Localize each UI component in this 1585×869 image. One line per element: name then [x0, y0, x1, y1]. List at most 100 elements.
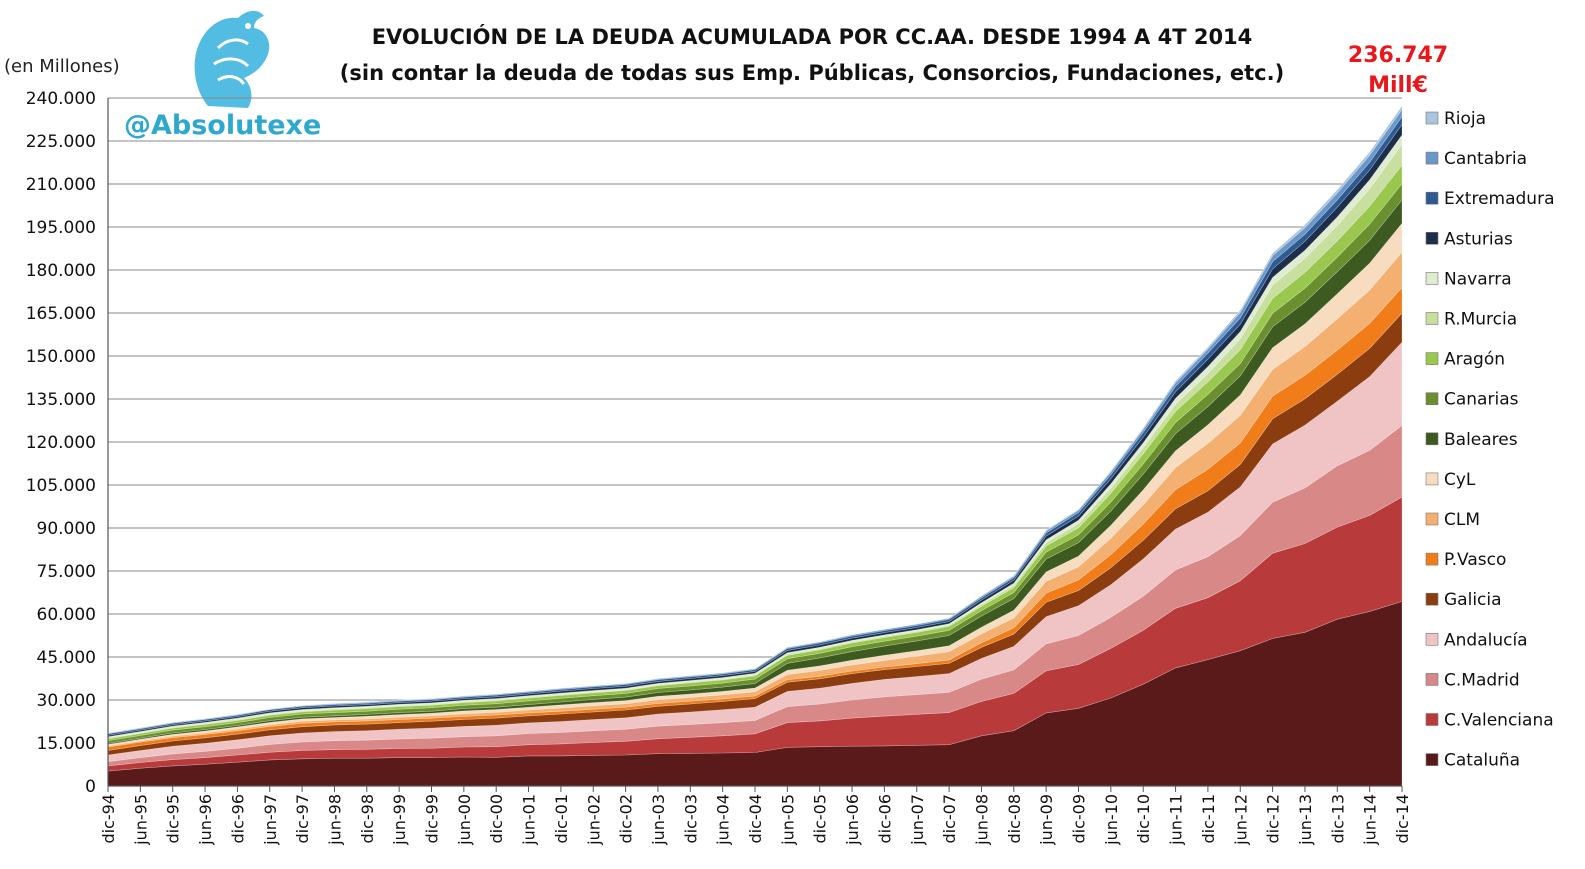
y-tick-label: 225.000 — [26, 132, 96, 152]
legend-label: Cataluña — [1444, 751, 1520, 771]
legend-label: Extremadura — [1444, 189, 1555, 209]
x-tick-label: dic-99 — [423, 794, 442, 844]
x-tick-label: jun-11 — [1167, 794, 1186, 846]
x-tick-label: jun-10 — [1102, 794, 1121, 846]
x-tick-label: dic-02 — [617, 794, 636, 844]
legend-swatch — [1425, 151, 1439, 165]
legend-swatch — [1425, 713, 1439, 726]
legend-label: C.Valenciana — [1444, 711, 1554, 731]
y-tick-label: 60.000 — [37, 605, 96, 625]
y-tick-label: 135.000 — [26, 390, 96, 410]
legend-swatch — [1425, 753, 1439, 766]
area-series-canarias — [107, 182, 1403, 744]
legend-label: Rioja — [1444, 109, 1486, 129]
x-tick-label: dic-12 — [1264, 794, 1283, 844]
x-tick-label: jun-02 — [584, 794, 603, 846]
legend-label: CLM — [1444, 510, 1480, 530]
x-tick-label: dic-96 — [228, 794, 247, 844]
y-tick-label: 45.000 — [37, 648, 96, 668]
y-tick-label: 120.000 — [26, 433, 96, 453]
x-tick-label: jun-12 — [1231, 794, 1250, 846]
y-tick-label: 15.000 — [37, 734, 96, 754]
y-tick-label: 75.000 — [37, 562, 96, 582]
grid-lines — [108, 97, 1402, 787]
chart-title: EVOLUCIÓN DE LA DEUDA ACUMULADA POR CC.A… — [372, 24, 1253, 49]
total-unit-label: Mill€ — [1368, 73, 1428, 98]
x-tick-label: dic-09 — [1070, 794, 1089, 844]
legend: Rioja Cantabria Extremadura Asturias Navarra… — [1425, 109, 1555, 771]
legend-swatch — [1425, 592, 1439, 606]
x-tick-label: jun-00 — [455, 794, 474, 846]
x-tick-label: dic-97 — [293, 794, 312, 844]
x-tick-label: dic-08 — [1005, 794, 1024, 844]
author-handle: @Absolutexe — [124, 110, 321, 141]
y-tick-label: 90.000 — [37, 519, 96, 539]
x-tick-label: dic-11 — [1199, 794, 1218, 844]
legend-swatch — [1425, 232, 1439, 245]
x-tick-label: dic-05 — [811, 794, 830, 844]
legend-swatch — [1425, 512, 1439, 526]
x-tick-label: dic-98 — [358, 794, 377, 844]
stacked-areas — [107, 104, 1403, 787]
griffin-logo-icon — [194, 10, 270, 108]
y-tick-labels: 0 15.000 30.000 45.000 60.000 75.000 90.000 105… — [26, 89, 96, 797]
x-tick-labels: dic-94 jun-95 dic-95 jun-96 dic-96 jun-97 dic-… — [99, 794, 1412, 846]
x-tick-label: jun-04 — [714, 794, 733, 846]
area-series-r-murcia — [107, 143, 1403, 740]
area-series-clm — [107, 251, 1403, 748]
x-tick-label: dic-10 — [1134, 794, 1153, 844]
x-tick-label: jun-98 — [325, 794, 344, 846]
legend-swatch — [1425, 312, 1439, 325]
legend-label: C.Madrid — [1444, 670, 1520, 690]
x-tick-label: dic-95 — [164, 794, 183, 844]
x-tick-label: dic-01 — [552, 794, 571, 844]
x-tick-label: jun-01 — [520, 794, 539, 846]
legend-swatch — [1425, 111, 1439, 125]
y-tick-label: 240.000 — [26, 89, 96, 109]
x-tick-label: dic-07 — [940, 794, 959, 844]
x-tick-label: dic-00 — [487, 794, 506, 844]
x-tick-label: jun-05 — [778, 794, 797, 846]
legend-label: Galicia — [1444, 590, 1502, 610]
x-tick-label: jun-06 — [843, 794, 862, 846]
x-tick-label: jun-97 — [261, 794, 280, 846]
y-tick-label: 210.000 — [26, 175, 96, 195]
x-tick-label: dic-14 — [1393, 794, 1412, 844]
legend-label: Asturias — [1444, 229, 1513, 249]
legend-label: R.Murcia — [1444, 310, 1517, 330]
chart-subtitle: (sin contar la deuda de todas sus Emp. P… — [340, 61, 1284, 85]
legend-swatch — [1425, 272, 1439, 285]
x-tick-label: jun-14 — [1361, 794, 1380, 846]
y-tick-label: 30.000 — [37, 691, 96, 711]
x-tick-label: jun-13 — [1296, 794, 1315, 846]
x-tick-label: jun-09 — [1037, 794, 1056, 846]
y-tick-label: 0 — [85, 777, 96, 797]
x-tick-label: dic-04 — [746, 794, 765, 844]
y-tick-label: 165.000 — [26, 304, 96, 324]
x-tick-label: dic-06 — [875, 794, 894, 844]
axes — [107, 98, 1403, 792]
legend-label: Cantabria — [1444, 149, 1527, 169]
area-series-rioja — [107, 104, 1403, 734]
legend-swatch — [1425, 472, 1439, 486]
legend-label: Andalucía — [1444, 630, 1528, 650]
x-tick-label: jun-08 — [973, 794, 992, 846]
y-tick-label: 180.000 — [26, 261, 96, 281]
x-tick-label: jun-95 — [131, 794, 150, 846]
y-tick-label: 150.000 — [26, 347, 96, 367]
legend-swatch — [1425, 432, 1439, 446]
x-tick-label: jun-07 — [908, 794, 927, 846]
x-tick-label: dic-94 — [99, 794, 118, 844]
legend-swatch — [1425, 352, 1439, 365]
x-tick-label: jun-99 — [390, 794, 409, 846]
x-tick-label: jun-96 — [196, 794, 215, 846]
legend-swatch — [1425, 673, 1439, 686]
y-tick-label: 195.000 — [26, 218, 96, 238]
legend-label: P.Vasco — [1444, 550, 1506, 570]
x-tick-label: dic-03 — [681, 794, 700, 844]
y-unit-label: (en Millones) — [4, 56, 120, 77]
legend-label: Canarias — [1444, 390, 1519, 410]
legend-swatch — [1425, 632, 1439, 646]
area-series-navarra — [107, 134, 1403, 739]
legend-label: CyL — [1444, 470, 1476, 490]
